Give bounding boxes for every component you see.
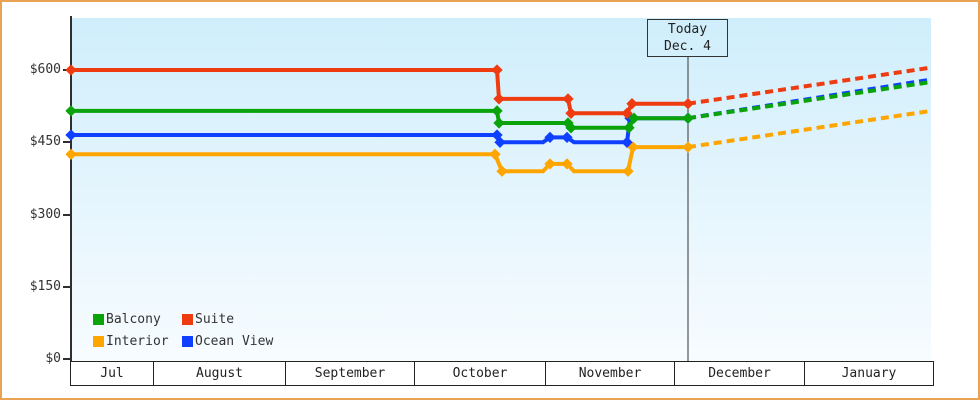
month-cell-august: August xyxy=(154,362,286,385)
month-cell-november: November xyxy=(546,362,675,385)
legend-label: Ocean View xyxy=(195,334,274,349)
legend-swatch-icon xyxy=(93,314,104,325)
legend-row: Balcony Suite xyxy=(93,313,273,326)
y-tick-label: $0 xyxy=(45,351,61,366)
plot-area-background xyxy=(72,18,931,361)
month-cell-jul: Jul xyxy=(70,362,154,385)
legend-label: Interior xyxy=(106,334,169,349)
x-axis-month-band: Jul August September October November Decembe… xyxy=(70,361,934,386)
legend: Balcony Suite Interior Ocean View xyxy=(93,313,273,357)
y-tick-mark xyxy=(63,69,70,71)
today-annotation-box: Today Dec. 4 xyxy=(647,19,728,57)
y-tick-label: $450 xyxy=(29,134,61,150)
y-tick-mark xyxy=(63,358,70,360)
today-date: Dec. 4 xyxy=(664,39,711,54)
today-label: Today xyxy=(667,22,708,37)
legend-label: Suite xyxy=(195,312,235,327)
month-cell-september: September xyxy=(286,362,415,385)
month-cell-october: October xyxy=(415,362,546,385)
legend-swatch-icon xyxy=(182,314,193,325)
month-cell-january: January xyxy=(805,362,934,385)
legend-label: Balcony xyxy=(106,312,161,327)
legend-item-balcony: Balcony xyxy=(93,313,182,326)
y-tick-mark xyxy=(63,213,70,216)
legend-swatch-icon xyxy=(93,336,104,347)
y-axis xyxy=(70,16,72,361)
y-tick-label: $150 xyxy=(29,278,61,294)
y-tick-label: $600 xyxy=(29,62,61,77)
legend-row: Interior Ocean View xyxy=(93,335,273,348)
legend-item-suite: Suite xyxy=(182,313,234,326)
y-tick-mark xyxy=(63,141,70,144)
legend-swatch-icon xyxy=(182,336,193,347)
month-cell-december: December xyxy=(675,362,805,385)
y-tick-label: $300 xyxy=(29,206,61,222)
legend-item-interior: Interior xyxy=(93,335,182,348)
y-tick-mark xyxy=(63,285,70,288)
legend-item-ocean-view: Ocean View xyxy=(182,335,273,348)
